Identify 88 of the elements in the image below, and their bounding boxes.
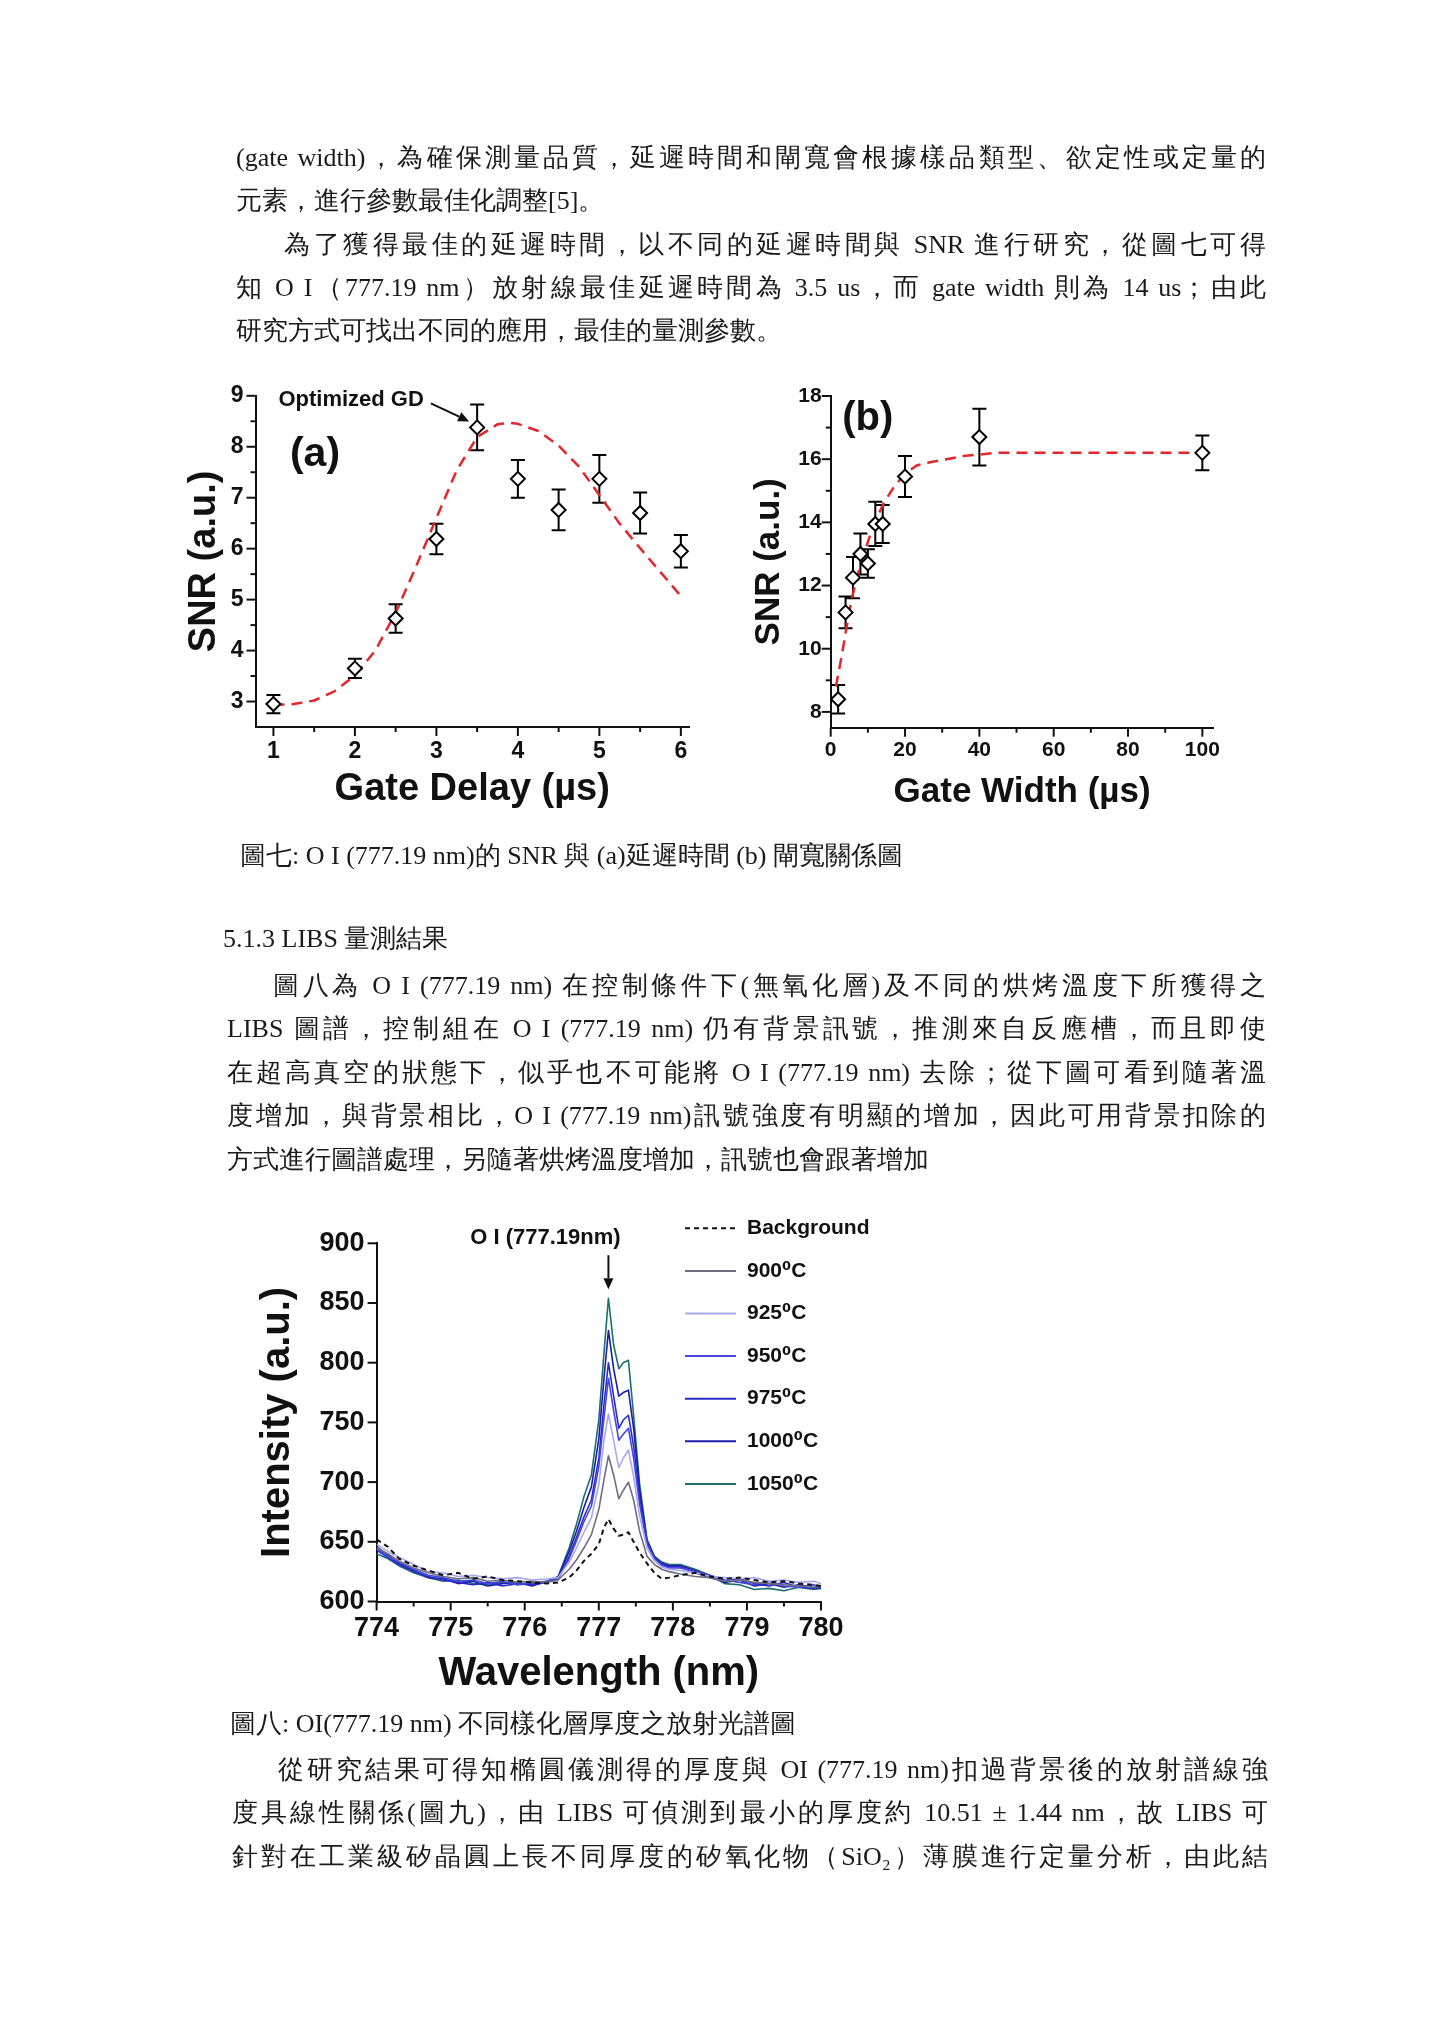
point: [632, 504, 649, 521]
x-tick-label: 779: [724, 1612, 770, 1643]
text: 度增加，與背景相比，O I (777.19 nm)訊號強度有明顯的增加，因此可用背景扣除的: [227, 1101, 1266, 1131]
x-axis-title: Gate Width (µs): [893, 770, 1151, 810]
y-axis-title: Intensity (a.u.): [253, 1286, 298, 1558]
y-tick-label: 4: [230, 635, 244, 662]
x-tick-label: 80: [1116, 737, 1140, 761]
y-tick-label: 8: [810, 698, 823, 722]
text: 圖八: OI(777.19 nm) 不同樣化層厚度之放射光譜圖: [230, 1709, 797, 1739]
y-tick-label: 6: [230, 534, 244, 561]
x-tick-label: 776: [502, 1612, 548, 1643]
point: [387, 610, 404, 627]
x-tick-label: 2: [348, 737, 362, 764]
x-tick-label: 0: [824, 737, 837, 761]
x-tick-label: 60: [1042, 737, 1066, 761]
point: [874, 515, 891, 532]
legend-label: Background: [747, 1215, 870, 1239]
text: (gate width)，為確保測量品質，延遲時間和閘寬會根據樣品類型、欲定性或定量的: [236, 143, 1266, 173]
point: [845, 569, 861, 586]
legend-label: 975⁰C: [747, 1385, 807, 1409]
y-axis-title: SNR (a.u.): [747, 478, 787, 646]
text: 在超高真空的狀態下，似乎也不可能將 O I (777.19 nm) 去除；從下圖可看到隨著溫: [227, 1057, 1266, 1087]
point: [428, 530, 445, 547]
x-tick-label: 6: [674, 737, 688, 764]
y-tick-label: 700: [319, 1465, 365, 1496]
y-tick-label: 10: [798, 635, 822, 659]
x-tick-label: 4: [511, 737, 525, 764]
y-tick-label: 900: [319, 1226, 365, 1257]
y-tick-label: 750: [319, 1405, 365, 1436]
x-tick-label: 775: [428, 1612, 474, 1643]
point: [550, 501, 567, 518]
text: 圖七: O I (777.19 nm)的 SNR 與 (a)延遲時間 (b) 閘寬關係圖: [240, 840, 903, 870]
x-tick-label: 3: [430, 737, 443, 764]
y-tick-label: 3: [230, 686, 244, 713]
y-tick-label: 650: [319, 1525, 365, 1556]
text: 元素，進行參數最佳化調整[5]。: [236, 186, 605, 216]
legend-label: 950⁰C: [747, 1342, 807, 1366]
y-tick-label: 16: [798, 445, 822, 469]
annotation: Optimized GD: [278, 386, 424, 412]
x-tick-label: 774: [354, 1612, 400, 1643]
y-tick-label: 5: [230, 584, 244, 611]
text: 方式進行圖譜處理，另隨著烘烤溫度增加，訊號也會跟著增加: [227, 1144, 929, 1174]
x-axis-title: Gate Delay (µs): [334, 766, 610, 809]
x-axis-title: Wavelength (nm): [438, 1649, 760, 1694]
text: 5.1.3 LIBS 量測結果: [223, 923, 449, 953]
y-tick-label: 18: [798, 382, 823, 406]
chart-title: (b): [842, 394, 894, 439]
x-tick-label: 5: [592, 737, 606, 764]
x-tick-label: 777: [576, 1612, 622, 1643]
legend-label: 925⁰C: [747, 1300, 807, 1324]
legend-label: 1000⁰C: [747, 1428, 819, 1452]
text: 圖八為 O I (777.19 nm) 在控制條件下(無氧化層)及不同的烘烤溫度下所獲得之: [273, 970, 1266, 1000]
x-tick-label: 100: [1184, 737, 1220, 761]
text: (a): [289, 429, 341, 476]
annotation: O I (777.19nm): [470, 1224, 621, 1250]
point: [1194, 444, 1211, 461]
text: LIBS 圖譜，控制組在 O I (777.19 nm) 仍有背景訊號，推測來自反應槽，而且即使: [227, 1014, 1266, 1044]
point: [971, 429, 988, 446]
point: [852, 545, 869, 562]
y-tick-label: 800: [319, 1346, 365, 1377]
x-tick-label: 1: [267, 737, 281, 764]
point: [859, 555, 876, 572]
point: [897, 468, 914, 485]
point: [509, 470, 526, 487]
x-tick-label: 20: [893, 737, 917, 761]
y-axis-title: SNR (a.u.): [181, 470, 224, 653]
x-tick-label: 40: [967, 737, 992, 761]
y-tick-label: 7: [230, 483, 244, 510]
text: 針對在工業級矽晶圓上長不同厚度的矽氧化物（SiO₂）薄膜進行定量分析，由此結: [232, 1841, 1268, 1871]
x-tick-label: 780: [798, 1612, 844, 1643]
point: [469, 419, 486, 436]
x-tick-label: 778: [650, 1612, 696, 1643]
point: [591, 470, 608, 487]
y-tick-label: 9: [230, 381, 244, 408]
y-tick-label: 14: [798, 509, 823, 533]
text: 知 O I（777.19 nm）放射線最佳延遲時間為 3.5 us，而 gate width 則為 14 us；由此: [236, 273, 1266, 303]
text: 度具線性關係(圖九)，由 LIBS 可偵測到最小的厚度約 10.51 ± 1.44 nm，故 LIBS 可: [232, 1798, 1268, 1828]
y-tick-label: 600: [319, 1584, 365, 1615]
y-tick-label: 850: [319, 1286, 365, 1317]
y-tick-label: 12: [798, 572, 822, 596]
point: [837, 604, 854, 621]
text: 研究方式可找出不同的應用，最佳的量測參數。: [236, 316, 782, 346]
legend-label: 1050⁰C: [747, 1470, 819, 1494]
y-tick-label: 8: [230, 432, 244, 459]
point: [672, 543, 689, 560]
text: 從研究結果可得知橢圓儀測得的厚度與 OI (777.19 nm)扣過背景後的放射譜線強: [278, 1754, 1268, 1784]
legend-label: 900⁰C: [747, 1257, 807, 1281]
text: 為了獲得最佳的延遲時間，以不同的延遲時間與 SNR 進行研究，從圖七可得: [284, 230, 1266, 260]
